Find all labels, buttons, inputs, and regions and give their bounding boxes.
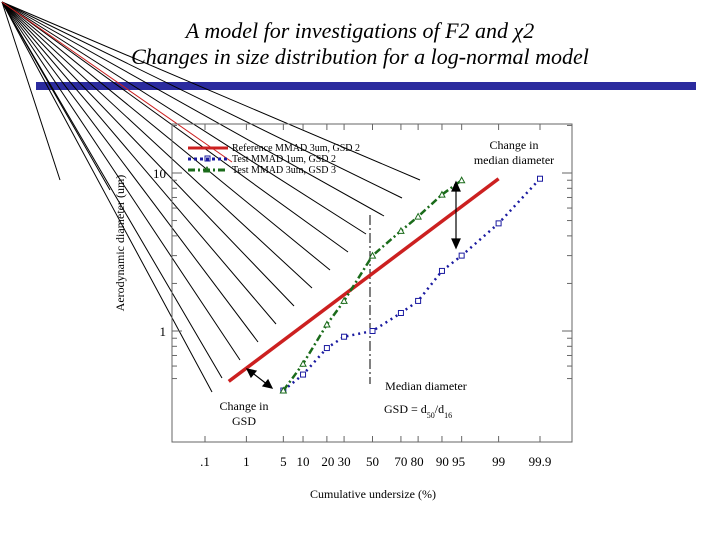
fan-line bbox=[1, 1, 213, 393]
series-point bbox=[323, 320, 331, 328]
series-line-2 bbox=[282, 177, 541, 392]
legend-label-test1: Test MMAD 1um, GSD 2 bbox=[232, 154, 336, 165]
x-tick-label: .1 bbox=[200, 454, 210, 469]
fan-lines bbox=[1, 1, 421, 393]
series-point bbox=[438, 190, 446, 198]
series-point bbox=[495, 220, 502, 227]
series-point bbox=[300, 371, 307, 378]
series-point bbox=[340, 296, 348, 304]
legend-label-reference: Reference MMAD 3um, GSD 2 bbox=[232, 143, 360, 154]
legend-label-test2: Test MMAD 3um, GSD 3 bbox=[232, 165, 336, 176]
x-tick-label: 20 30 bbox=[321, 454, 350, 469]
y-ticks bbox=[172, 124, 572, 442]
series-point bbox=[414, 212, 422, 220]
median-arrow bbox=[451, 180, 461, 250]
series-point bbox=[457, 176, 466, 184]
fan-line bbox=[1, 1, 421, 181]
y-axis-label: Aerodynamic diameter (um) bbox=[113, 175, 127, 312]
x-tick-label: 5 bbox=[280, 454, 287, 469]
x-tick-label: 70 80 bbox=[394, 454, 423, 469]
x-tick-label: 99.9 bbox=[529, 454, 552, 469]
series-point bbox=[299, 359, 307, 367]
series-point bbox=[369, 328, 376, 334]
series-line-3 bbox=[282, 179, 463, 392]
series-point bbox=[397, 309, 404, 316]
fan-line bbox=[1, 1, 223, 379]
fan-line bbox=[1, 1, 233, 163]
series-point bbox=[537, 175, 543, 182]
series-point bbox=[397, 226, 405, 234]
y-tick-label: 1 bbox=[160, 324, 167, 339]
x-axis-label: Cumulative undersize (%) bbox=[310, 487, 436, 501]
fan-line bbox=[1, 1, 295, 307]
fan-line bbox=[1, 1, 367, 235]
annotation-gsd-formula: GSD = d50/d16 bbox=[384, 402, 452, 420]
x-tick-labels: .1 1 5 10 20 30 50 70 80 90 95 99 99.9 bbox=[200, 454, 551, 469]
x-tick-label: 1 bbox=[243, 454, 250, 469]
fan-line bbox=[1, 1, 259, 343]
page-title: A model for investigations of F2 and χ2 bbox=[185, 18, 535, 43]
series-line-1 bbox=[227, 177, 500, 383]
legend-marker-test2 bbox=[203, 166, 211, 173]
series-point bbox=[438, 267, 445, 274]
series-point bbox=[458, 252, 465, 259]
x-tick-label: 90 95 bbox=[436, 454, 465, 469]
gsd-arrow bbox=[245, 368, 274, 389]
annotation-change-gsd-2: GSD bbox=[232, 414, 256, 428]
x-tick-label: 10 bbox=[297, 454, 310, 469]
annotation-change-gsd-1: Change in bbox=[220, 399, 269, 413]
fan-line bbox=[1, 1, 331, 271]
fan-line bbox=[1, 1, 277, 325]
series-point bbox=[341, 333, 348, 340]
fan-line bbox=[1, 1, 403, 199]
header-rule bbox=[36, 82, 696, 90]
x-tick-label: 50 bbox=[366, 454, 379, 469]
x-tick-label: 99 bbox=[492, 454, 505, 469]
fan-line bbox=[1, 1, 349, 253]
y-tick-label: 10 bbox=[153, 166, 166, 181]
page-subtitle: Changes in size distribution for a log-n… bbox=[131, 44, 589, 69]
fan-line bbox=[1, 1, 313, 289]
series-point bbox=[415, 297, 422, 304]
fan-line bbox=[1, 1, 241, 361]
series-point bbox=[279, 386, 288, 394]
series-point bbox=[368, 251, 377, 259]
annotation-change-median-2: median diameter bbox=[474, 153, 554, 167]
series-group bbox=[227, 175, 543, 394]
fan-line bbox=[1, 1, 111, 191]
series-point bbox=[323, 345, 330, 352]
legend: Reference MMAD 3um, GSD 2 Test MMAD 1um,… bbox=[188, 143, 360, 176]
fan-line bbox=[1, 1, 385, 217]
legend-marker-test1 bbox=[204, 155, 211, 162]
annotation-median-diameter: Median diameter bbox=[385, 379, 467, 393]
y-tick-labels: 1 10 bbox=[153, 166, 166, 339]
fan-line bbox=[1, 1, 61, 181]
annotation-change-median-1: Change in bbox=[490, 138, 539, 152]
